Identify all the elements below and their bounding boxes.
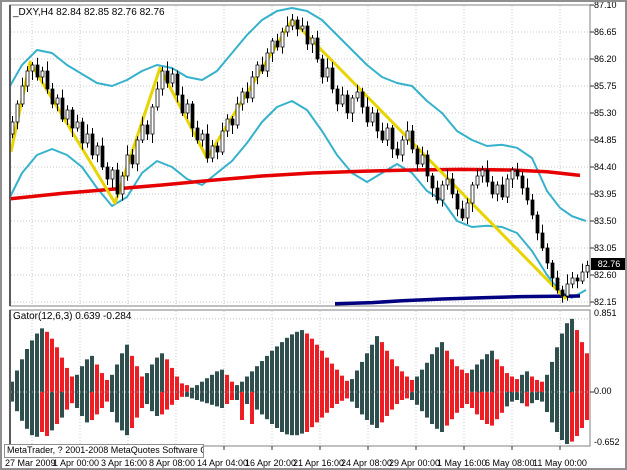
time-axis-label: 14 Apr 04:00: [197, 458, 249, 468]
copyright-label: MetaTrader, ? 2001-2008 MetaQuotes Softw…: [4, 444, 204, 458]
time-axis-label: 29 Apr 00:00: [389, 458, 441, 468]
price-axis-label: 86.20: [594, 54, 617, 64]
time-axis-label: 3 Apr 16:00: [101, 458, 148, 468]
time-axis-label: 1 Apr 00:00: [53, 458, 100, 468]
current-price-badge: 82.76: [591, 258, 625, 270]
time-axis-label: 24 Apr 08:00: [341, 458, 393, 468]
gator-axis-zero-label: 0.00: [594, 386, 612, 396]
gator-indicator-label: Gator(12,6,3) 0.639 -0.284: [13, 311, 132, 322]
time-axis-label: 11 May 00:00: [533, 458, 587, 468]
price-axis-label: 82.60: [594, 270, 617, 280]
price-axis-label: 87.10: [594, 0, 617, 10]
time-axis-label: 6 May 08:00: [485, 458, 535, 468]
time-axis-label: 8 Apr 08:00: [149, 458, 196, 468]
price-axis-label: 83.50: [594, 216, 617, 226]
time-axis-label: 1 May 16:00: [437, 458, 487, 468]
price-axis-label: 85.30: [594, 108, 617, 118]
price-axis-label: 82.15: [594, 297, 617, 307]
time-axis-label: 27 Mar 2009: [5, 458, 56, 468]
price-axis-label: 84.85: [594, 135, 617, 145]
chart-symbol-title: _DXY,H4 82.84 82.85 82.76 82.76: [13, 7, 165, 18]
gator-axis-bottom-label: -0.652: [594, 437, 620, 447]
price-axis-label: 83.05: [594, 243, 617, 253]
price-axis-label: 85.75: [594, 81, 617, 91]
time-axis-label: 16 Apr 20:00: [245, 458, 297, 468]
time-axis-label: 21 Apr 16:00: [293, 458, 345, 468]
price-axis-label: 84.40: [594, 162, 617, 172]
gator-axis-top-label: 0.851: [594, 308, 617, 318]
price-axis-label: 86.65: [594, 27, 617, 37]
price-axis-label: 83.95: [594, 189, 617, 199]
